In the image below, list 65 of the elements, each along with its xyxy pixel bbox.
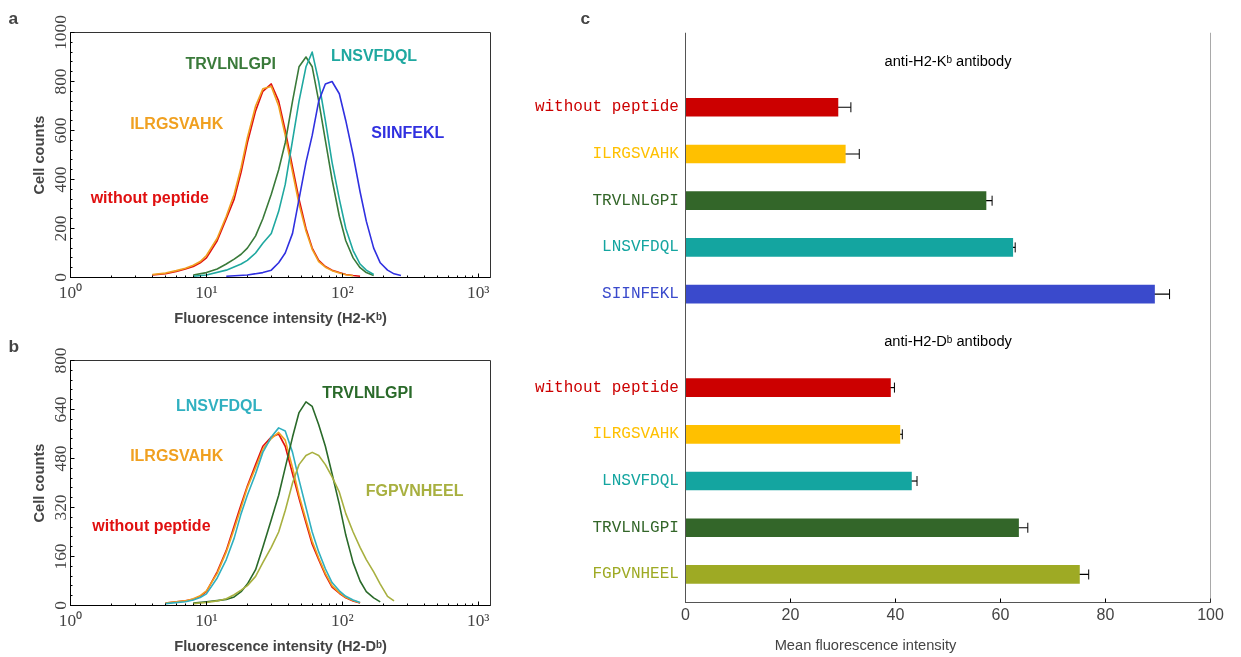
y-tick-label: LNSVFDQL — [602, 472, 679, 491]
series-label: ILRGSVAHK — [130, 115, 224, 133]
y-tick-label: without peptide — [534, 98, 679, 117]
y-tick-label: SIINFEKL — [602, 285, 679, 304]
y-tick-label: 0 — [50, 273, 70, 282]
y-tick-label: ILRGSVAHK — [592, 425, 680, 444]
x-tick-label: 10² — [331, 282, 354, 302]
y-tick-label: TRVLNLGPI — [592, 191, 679, 210]
series-label: ILRGSVAHK — [130, 446, 224, 464]
chart-title: a — [8, 7, 19, 28]
series-label: TRVLNLGPI — [185, 54, 276, 72]
series-label: SIINFEKL — [371, 123, 445, 141]
chart-title: c — [580, 7, 591, 28]
y-tick-label: 160 — [50, 543, 70, 570]
y-tick-label: without peptide — [534, 378, 679, 397]
bar — [685, 518, 1019, 538]
bar — [685, 424, 901, 444]
x-tick-label: 10² — [331, 610, 354, 630]
x-tick-label: 60 — [991, 605, 1010, 623]
x-tick-label: 10⁰ — [58, 282, 83, 302]
bar — [685, 238, 1014, 257]
y-tick-label: TRVLNLGPI — [592, 518, 679, 537]
y-tick-label: 800 — [50, 68, 70, 95]
annotation: anti-H2-Dᵇ antibody — [884, 332, 1013, 349]
y-axis-title: Cell counts — [30, 115, 47, 195]
x-tick-label: 10³ — [467, 282, 490, 302]
bar — [685, 378, 891, 397]
y-tick-label: ILRGSVAHK — [592, 144, 680, 163]
bar — [685, 97, 839, 117]
x-tick-label: 10³ — [467, 610, 490, 630]
x-tick-label: 10⁰ — [58, 610, 83, 630]
series-label: LNSVFDQL — [176, 396, 263, 414]
x-axis-title: Fluorescence intensity (H2-Dᵇ) — [174, 637, 387, 654]
x-tick-label: 10¹ — [195, 610, 218, 630]
y-tick-label: LNSVFDQL — [602, 238, 679, 257]
bar — [685, 191, 987, 211]
series-label: without peptide — [89, 189, 209, 207]
y-tick-label: 320 — [50, 494, 70, 521]
y-tick-label: 640 — [50, 396, 70, 423]
annotation: anti-H2-Kᵇ antibody — [884, 52, 1013, 69]
y-tick-label: 480 — [50, 445, 70, 472]
bar — [685, 565, 1080, 584]
bar — [685, 284, 1155, 304]
y-tick-label: 1000 — [50, 15, 70, 50]
x-axis-title: Fluorescence intensity (H2-Kᵇ) — [174, 309, 387, 326]
x-tick-label: 10¹ — [195, 282, 218, 302]
x-tick-label: 0 — [681, 605, 691, 623]
y-tick-label: 400 — [50, 166, 70, 193]
x-tick-label: 100 — [1197, 605, 1224, 623]
x-tick-label: 40 — [886, 605, 905, 623]
chart-title: b — [8, 335, 20, 356]
x-tick-label: 20 — [781, 605, 800, 623]
y-tick-label: 600 — [50, 117, 70, 144]
series-label: TRVLNLGPI — [322, 383, 413, 401]
series-label: LNSVFDQL — [330, 46, 418, 64]
y-tick-label: FGPVNHEEL — [592, 565, 679, 584]
series-label: without peptide — [91, 517, 211, 535]
y-axis-title: Cell counts — [30, 443, 47, 523]
y-tick-label: 800 — [50, 347, 70, 374]
series-label: FGPVNHEEL — [365, 482, 464, 500]
x-tick-label: 80 — [1096, 605, 1115, 623]
bar — [685, 471, 912, 491]
bar — [685, 144, 846, 164]
x-axis-title: Mean fluorescence intensity — [774, 636, 958, 653]
y-tick-label: 200 — [50, 215, 70, 242]
